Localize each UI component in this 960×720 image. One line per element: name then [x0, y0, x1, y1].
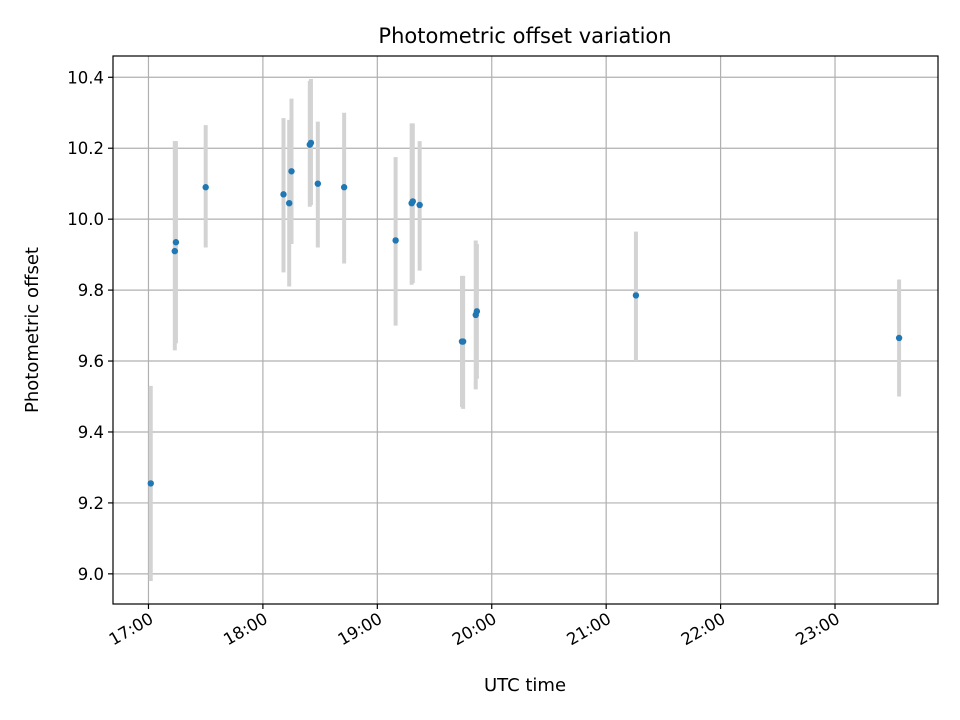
chart-title: Photometric offset variation [378, 24, 671, 48]
data-point [632, 292, 640, 299]
y-tick-label: 9.0 [78, 565, 104, 584]
data-point [340, 184, 348, 191]
data-point [172, 239, 180, 246]
x-axis-label: UTC time [484, 675, 566, 696]
grid-lines [113, 56, 938, 604]
y-tick-label: 9.8 [78, 281, 104, 300]
y-tick-label: 9.6 [78, 352, 104, 371]
data-point [473, 308, 481, 315]
y-tick-label: 10.2 [67, 139, 104, 158]
y-tick-label: 10.0 [67, 210, 104, 229]
data-point [288, 168, 295, 175]
data-point [895, 334, 903, 342]
y-tick-label: 10.4 [67, 68, 104, 87]
data-point [459, 338, 467, 345]
data-point [147, 480, 154, 487]
plot-area-frame [112, 55, 939, 605]
data-point [416, 201, 423, 209]
data-point [280, 191, 287, 198]
y-tick-label: 9.4 [78, 423, 104, 442]
data-point [171, 247, 178, 255]
y-axis-label: Photometric offset [22, 247, 43, 413]
data-point [202, 184, 209, 191]
y-axis-ticks: 9.0 9.2 9.4 9.6 9.8 10.0 10.2 10.4 [67, 68, 113, 584]
data-point [286, 199, 293, 207]
data-point [392, 237, 399, 244]
data-point [314, 180, 322, 187]
data-point [409, 198, 416, 205]
data-point [307, 139, 315, 147]
y-tick-label: 9.2 [78, 494, 104, 513]
data-points [147, 139, 903, 487]
